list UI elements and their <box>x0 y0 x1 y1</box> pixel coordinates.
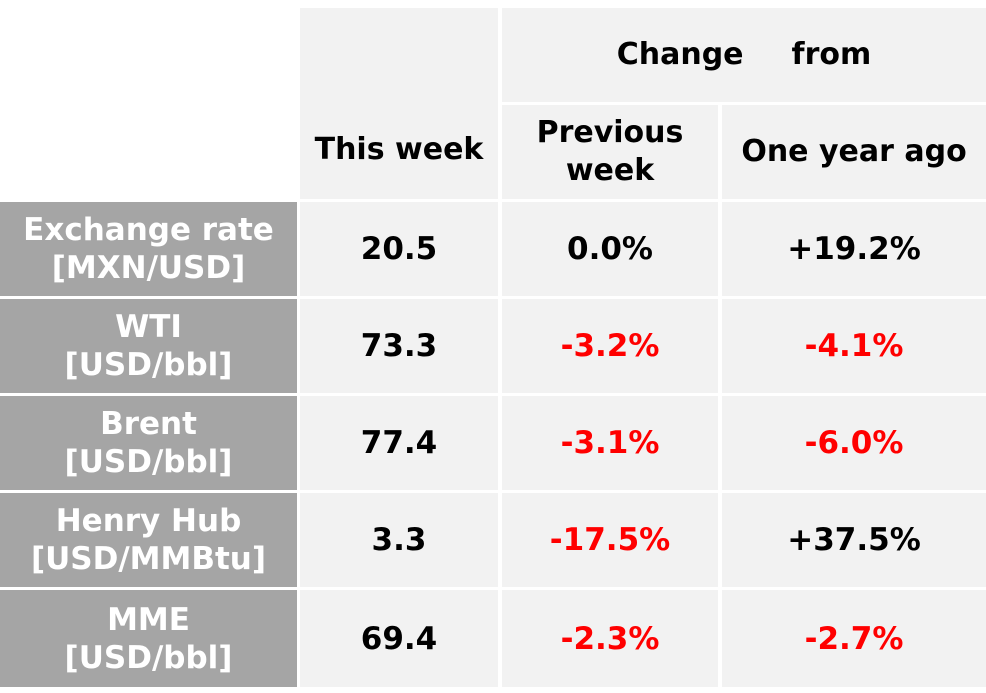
row-header-name: Henry Hub <box>55 503 242 539</box>
cell-previous-week-change: -3.2% <box>502 299 718 393</box>
row-header-name: Brent <box>100 406 197 442</box>
header-from-word: from <box>791 37 872 72</box>
row-header-unit: [MXN/USD] <box>51 250 246 286</box>
cell-one-year-change: +19.2% <box>722 202 986 296</box>
cell-previous-week-change: -17.5% <box>502 493 718 587</box>
row-header-unit: [USD/bbl] <box>64 347 233 383</box>
cell-this-week: 3.3 <box>300 493 498 587</box>
cell-this-week: 69.4 <box>300 590 498 687</box>
cell-previous-week-change: -3.1% <box>502 396 718 490</box>
header-previous-week: Previous week <box>502 105 718 199</box>
cell-one-year-change: -4.1% <box>722 299 986 393</box>
row-header-name: MME <box>107 601 190 638</box>
cell-previous-week-change: 0.0% <box>502 202 718 296</box>
header-change-word: Change <box>616 37 744 72</box>
header-previous-week-line1: Previous <box>536 115 684 150</box>
row-header: Henry Hub [USD/MMBtu] <box>0 493 297 587</box>
row-header: WTI [USD/bbl] <box>0 299 297 393</box>
cell-one-year-change: -6.0% <box>722 396 986 490</box>
cell-one-year-change: -2.7% <box>722 590 986 687</box>
cell-one-year-change: +37.5% <box>722 493 986 587</box>
cell-this-week: 77.4 <box>300 396 498 490</box>
row-header-name: WTI <box>115 309 182 345</box>
row-header: Brent [USD/bbl] <box>0 396 297 490</box>
header-this-week: This week <box>300 8 498 199</box>
header-change-from: Change from <box>502 8 986 102</box>
header-one-year-ago: One year ago <box>722 105 986 199</box>
cell-this-week: 73.3 <box>300 299 498 393</box>
cell-this-week: 20.5 <box>300 202 498 296</box>
row-header: Exchange rate [MXN/USD] <box>0 202 297 296</box>
cell-previous-week-change: -2.3% <box>502 590 718 687</box>
row-header-unit: [USD/MMBtu] <box>30 541 267 577</box>
row-header-unit: [USD/bbl] <box>64 639 233 676</box>
row-header-unit: [USD/bbl] <box>64 444 233 480</box>
row-header-name: Exchange rate <box>23 212 274 248</box>
row-header: MME [USD/bbl] <box>0 590 297 687</box>
header-previous-week-line2: week <box>565 153 655 188</box>
